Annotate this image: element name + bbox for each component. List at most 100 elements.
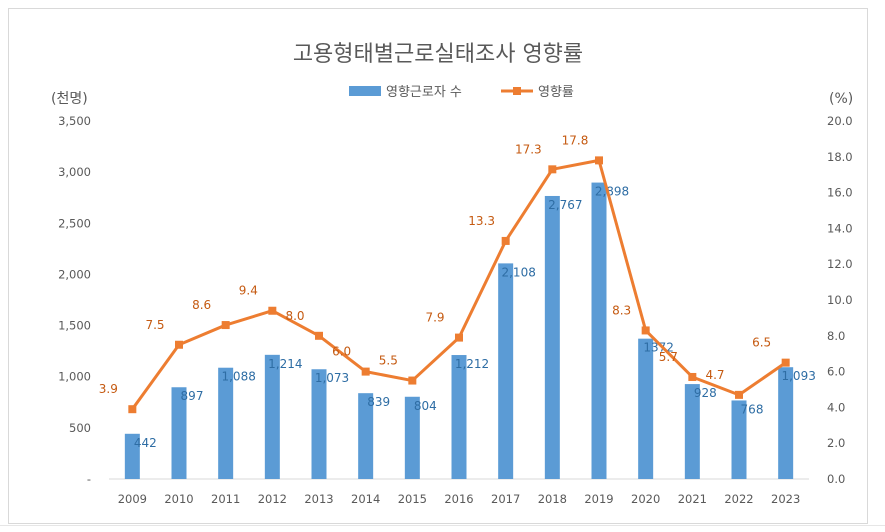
x-tick-label: 2020 — [631, 492, 660, 506]
left-tick-label: 500 — [69, 421, 91, 435]
chart-svg: 고용형태별근로실태조사 영향률 (천명) (%) 영향근로자 수 영향률 - 50… — [51, 42, 853, 506]
x-axis: 2009 2010 2011 2012 2013 2014 2015 2016 2017 2018… — [118, 492, 801, 506]
bar — [358, 393, 374, 479]
line-marker — [455, 333, 463, 342]
bar-data-label: 1,088 — [221, 370, 255, 384]
bar — [544, 195, 560, 479]
line-marker — [548, 165, 557, 174]
left-tick-label: 1,500 — [58, 319, 91, 333]
bar-data-label: 768 — [741, 402, 764, 416]
left-axis-unit: (천명) — [51, 91, 88, 107]
left-tick-label: 3,000 — [58, 165, 91, 179]
right-tick-label: 18.0 — [827, 150, 853, 164]
line-data-label: 6.5 — [752, 336, 771, 350]
bar — [264, 354, 280, 479]
right-tick-label: 10.0 — [827, 293, 853, 307]
legend-bar-label: 영향근로자 수 — [386, 85, 462, 100]
right-tick-label: 14.0 — [827, 221, 853, 235]
x-tick-label: 2010 — [164, 492, 193, 506]
bar — [638, 338, 654, 479]
line-marker — [128, 405, 137, 414]
x-tick-label: 2023 — [771, 492, 800, 506]
x-tick-label: 2022 — [724, 492, 753, 506]
line-marker — [268, 306, 277, 315]
x-tick-label: 2014 — [351, 492, 380, 506]
bar-data-label: 1,212 — [455, 357, 489, 371]
bar — [731, 400, 747, 479]
bar — [684, 384, 700, 479]
right-tick-label: 4.0 — [827, 400, 845, 414]
line-data-label: 7.9 — [425, 311, 444, 325]
right-axis: 0.0 2.0 4.0 6.0 8.0 10.0 12.0 14.0 16.0 18.0 20.0 — [827, 114, 853, 486]
bar — [218, 367, 234, 479]
left-tick-label: 2,000 — [58, 267, 91, 281]
chart-title: 고용형태별근로실태조사 영향률 — [293, 42, 583, 67]
x-tick-label: 2021 — [678, 492, 707, 506]
x-tick-label: 2013 — [304, 492, 333, 506]
left-axis: - 500 1,000 1,500 2,000 2,500 3,000 3,500 — [58, 114, 91, 486]
bar — [498, 263, 514, 479]
bar-data-label: 1,093 — [781, 369, 815, 383]
line-data-label: 5.7 — [659, 350, 678, 364]
left-tick-label: 1,000 — [58, 370, 91, 384]
line-marker — [175, 340, 183, 349]
line-marker — [361, 367, 370, 376]
left-tick-label: 2,500 — [58, 216, 91, 230]
bar-data-label: 897 — [181, 389, 204, 403]
bar-data-label: 2,898 — [595, 185, 629, 199]
line-data-label: 13.3 — [468, 214, 495, 228]
chart-frame: 고용형태별근로실태조사 영향률 (천명) (%) 영향근로자 수 영향률 - 50… — [8, 8, 868, 524]
line-marker — [781, 358, 790, 367]
bar — [778, 367, 794, 479]
legend-bar-swatch — [349, 86, 381, 96]
bar-data-label: 2,108 — [501, 265, 535, 279]
bar-data-label: 928 — [694, 386, 717, 400]
legend: 영향근로자 수 영향률 — [349, 85, 574, 100]
bar — [404, 396, 420, 479]
line-labels: 3.9 7.5 8.6 9.4 8.0 6.0 5.5 7.9 13.3 17.3 17.8 8.3 5… — [99, 133, 771, 396]
x-tick-label: 2009 — [118, 492, 147, 506]
line-marker — [408, 376, 417, 385]
x-tick-label: 2012 — [258, 492, 287, 506]
line-data-label: 9.4 — [239, 284, 258, 298]
line-marker — [501, 236, 510, 245]
legend-line-marker — [513, 87, 521, 95]
line-data-label: 5.5 — [379, 354, 398, 368]
line-marker — [641, 326, 650, 335]
right-axis-unit: (%) — [829, 91, 853, 107]
bar — [171, 387, 187, 479]
bar-data-label: 804 — [414, 399, 437, 413]
line-data-label: 7.5 — [145, 318, 164, 332]
line-data-label: 8.0 — [285, 309, 304, 323]
bar-data-label: 1,214 — [268, 357, 302, 371]
right-tick-label: 6.0 — [827, 365, 845, 379]
bar — [124, 433, 140, 479]
x-tick-label: 2018 — [538, 492, 567, 506]
bar-data-label: 1,073 — [315, 371, 349, 385]
x-tick-label: 2017 — [491, 492, 520, 506]
bar-series — [124, 182, 794, 480]
left-tick-label: - — [87, 472, 91, 486]
bar-labels: 442 897 1,088 1,214 1,073 839 804 1,212 2,108 2,7… — [134, 185, 816, 450]
line-marker — [735, 390, 743, 399]
x-tick-label: 2019 — [584, 492, 613, 506]
left-tick-label: 3,500 — [58, 114, 91, 128]
x-tick-label: 2011 — [211, 492, 240, 506]
line-data-label: 8.6 — [192, 298, 211, 312]
bar-data-label: 2,767 — [548, 198, 582, 212]
x-tick-label: 2015 — [398, 492, 427, 506]
line-data-label: 4.7 — [705, 368, 724, 382]
bar — [451, 355, 467, 479]
bar-data-label: 442 — [134, 436, 157, 450]
right-tick-label: 16.0 — [827, 186, 853, 200]
line-data-label: 3.9 — [99, 382, 118, 396]
line-data-label: 8.3 — [612, 303, 631, 317]
line-data-label: 17.8 — [562, 133, 589, 147]
right-tick-label: 0.0 — [827, 472, 845, 486]
line-marker — [315, 331, 323, 340]
right-tick-label: 2.0 — [827, 436, 845, 450]
right-tick-label: 20.0 — [827, 114, 853, 128]
right-tick-label: 8.0 — [827, 329, 845, 343]
bar-data-label: 839 — [367, 395, 390, 409]
line-marker — [688, 372, 697, 381]
